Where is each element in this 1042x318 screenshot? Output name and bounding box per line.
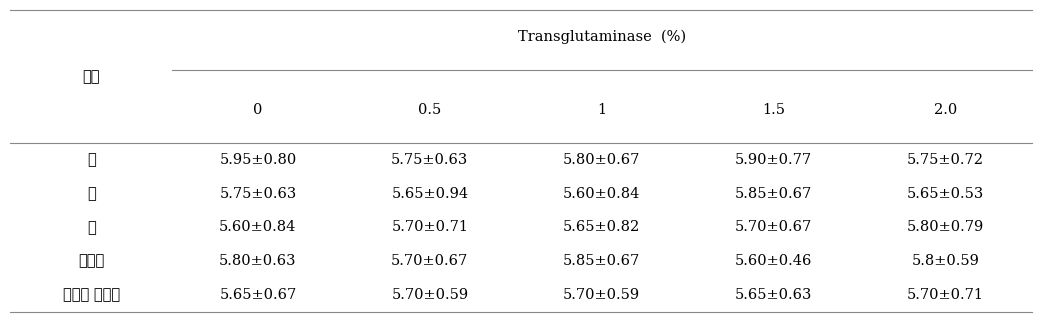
Text: 5.80±0.67: 5.80±0.67: [563, 153, 641, 167]
Text: 1: 1: [597, 103, 606, 117]
Text: 5.75±0.63: 5.75±0.63: [219, 187, 297, 201]
Text: 1.5: 1.5: [762, 103, 786, 117]
Text: 5.70±0.71: 5.70±0.71: [908, 288, 984, 302]
Text: 5.70±0.59: 5.70±0.59: [563, 288, 641, 302]
Text: 조직감: 조직감: [78, 253, 104, 269]
Text: 5.60±0.84: 5.60±0.84: [563, 187, 641, 201]
Text: 5.85±0.67: 5.85±0.67: [563, 254, 641, 268]
Text: 5.60±0.84: 5.60±0.84: [219, 220, 297, 234]
Text: Transglutaminase  (%): Transglutaminase (%): [518, 29, 686, 44]
Text: 0.5: 0.5: [418, 103, 442, 117]
Text: 5.65±0.67: 5.65±0.67: [219, 288, 297, 302]
Text: 5.60±0.46: 5.60±0.46: [735, 254, 813, 268]
Text: 5.85±0.67: 5.85±0.67: [735, 187, 813, 201]
Text: 5.70±0.71: 5.70±0.71: [392, 220, 468, 234]
Text: 5.80±0.63: 5.80±0.63: [219, 254, 297, 268]
Text: 5.95±0.80: 5.95±0.80: [219, 153, 297, 167]
Text: 중합적 기호도: 중합적 기호도: [63, 287, 120, 302]
Text: 5.70±0.59: 5.70±0.59: [391, 288, 469, 302]
Text: 5.65±0.94: 5.65±0.94: [391, 187, 469, 201]
Text: 향: 향: [86, 186, 96, 201]
Text: 2.0: 2.0: [934, 103, 958, 117]
Text: 원료: 원료: [82, 69, 100, 84]
Text: 5.70±0.67: 5.70±0.67: [391, 254, 469, 268]
Text: 5.70±0.67: 5.70±0.67: [735, 220, 813, 234]
Text: 5.80±0.79: 5.80±0.79: [907, 220, 985, 234]
Text: 5.75±0.63: 5.75±0.63: [391, 153, 469, 167]
Text: 5.75±0.72: 5.75±0.72: [908, 153, 984, 167]
Text: 5.65±0.82: 5.65±0.82: [563, 220, 641, 234]
Text: 5.65±0.53: 5.65±0.53: [907, 187, 985, 201]
Text: 5.8±0.59: 5.8±0.59: [912, 254, 979, 268]
Text: 5.90±0.77: 5.90±0.77: [735, 153, 813, 167]
Text: 5.65±0.63: 5.65±0.63: [735, 288, 813, 302]
Text: 맛: 맛: [86, 152, 96, 168]
Text: 0: 0: [253, 103, 263, 117]
Text: 색: 색: [86, 220, 96, 235]
